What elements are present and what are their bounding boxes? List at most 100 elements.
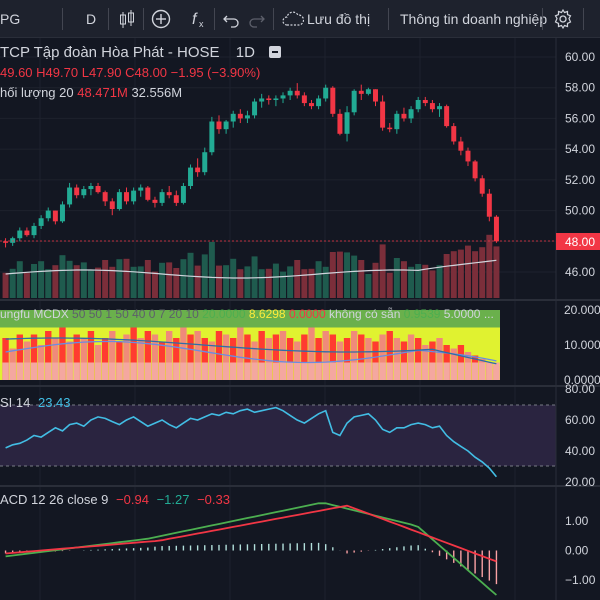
mcdx-bar [251,341,258,380]
price-tick-label: 58.00 [565,81,595,95]
chart-title[interactable]: TCP Tập đoàn Hòa Phát - HOSE [0,44,220,61]
volume-bar [23,272,30,298]
rsi-label[interactable]: SI 14 [0,395,31,410]
volume-bar [408,266,415,298]
mcdx-bar [187,362,194,380]
redo-icon[interactable] [249,0,265,38]
company-info-button[interactable]: Thông tin doanh nghiệp [400,11,548,27]
macd-tick-label: −1.00 [565,573,596,587]
candle-body [138,187,144,191]
volume-bar [194,265,201,298]
chart-canvas[interactable]: 60.00 58.00 56.00 54.00 52.00 50.00 46.00 48.0… [0,38,600,600]
volume-bar [301,269,308,298]
volume-bar [386,272,393,298]
volume-bar [400,261,407,298]
candle-body [166,192,172,196]
price-axis[interactable]: 60.00 58.00 56.00 54.00 52.00 50.00 46.00 [565,50,595,279]
interval-button[interactable]: D [86,11,97,27]
candle-body [273,98,279,100]
macd-axis[interactable]: 1.00 0.00 −1.00 [565,514,596,587]
candle-body [429,103,435,110]
symbol-search[interactable]: PG [0,11,21,27]
mcdx-bar [101,362,109,380]
last-price-badge [556,233,600,250]
volume-bar [280,271,287,298]
rsi-value: 23.43 [37,395,71,410]
volume-bar [450,251,457,298]
mcdx-bar [286,338,294,380]
mcdx-bar [486,362,493,380]
mcdx-bar [165,331,173,380]
volume-bar [365,274,372,298]
candle-body [45,210,51,219]
mcdx-legend: ungfu MCDX 50 50 1 50 40 0 7 20 10 20.00… [0,307,494,321]
macd-tick-label: 1.00 [565,514,589,528]
candle-body [88,186,94,190]
candle-body [38,218,44,226]
candle-body [294,90,300,96]
mcdx-bar [350,331,358,380]
cloud-icon[interactable] [282,0,305,38]
mcdx-bar [23,341,31,380]
mcdx-bar [151,362,159,380]
candle-body [408,109,414,119]
rsi-line [5,406,498,478]
mcdx-bar [308,327,315,380]
rsi-tick-label: 40.00 [565,444,595,458]
volume-ma-line [5,259,497,279]
volume-bar [415,264,422,298]
mcdx-bar [144,362,152,380]
mcdx-bar [222,362,230,380]
undo-icon[interactable] [223,0,239,38]
candle-body [195,167,201,173]
add-indicator-icon[interactable] [151,0,171,38]
candle-body [479,178,485,194]
volume-bar [351,255,358,298]
mcdx-label[interactable]: ungfu MCDX [0,307,69,321]
candle-body [131,190,137,202]
mcdx-line [5,337,497,365]
mcdx-bar [258,331,265,380]
candle-body [216,121,222,130]
macd-tick-label: 0.00 [565,544,589,558]
volume-bar [379,244,386,298]
toolbar-divider [388,8,389,30]
rsi-axis[interactable]: 80.00 60.00 40.00 20.00 [565,382,595,489]
candle-body [230,113,236,122]
save-chart-button[interactable]: Lưu đồ thị [307,11,371,27]
candle-body [380,101,386,128]
volume-bar [80,262,87,298]
mcdx-bar [272,334,280,380]
candle-body [159,192,165,203]
gear-icon[interactable] [553,0,573,38]
candle-body [52,210,58,222]
mcdx-bar [443,362,450,380]
mcdx-bar [308,362,315,380]
candles-icon[interactable] [118,0,136,38]
mcdx-bar [101,338,109,380]
macd-label[interactable]: ACD 12 26 close 9 [0,492,109,507]
volume-bar [344,252,351,298]
more-icon[interactable]: ... [483,307,494,321]
mcdx-bar [59,327,66,380]
rsi-tick-label: 60.00 [565,413,595,427]
volume-bar [166,262,173,298]
volume-bar [258,269,265,298]
collapse-icon[interactable] [269,46,282,58]
mcdx-bar [265,338,272,380]
mcdx-axis[interactable]: 20.000 10.000 0.0000 [564,303,600,387]
volume-bar [151,271,158,298]
candle-body [116,192,122,210]
svg-text:x: x [199,19,204,29]
candle-body [493,216,499,242]
mcdx-bar [109,331,116,380]
volume-bar [315,261,322,298]
mcdx-bar [400,341,408,380]
candle-body [308,103,314,107]
mcdx-bar [208,341,216,380]
candle-body [351,90,357,113]
high-value: H49.70 [36,65,79,80]
mcdx-bar [244,362,251,380]
volume-label[interactable]: hối lượng 20 [0,85,74,100]
